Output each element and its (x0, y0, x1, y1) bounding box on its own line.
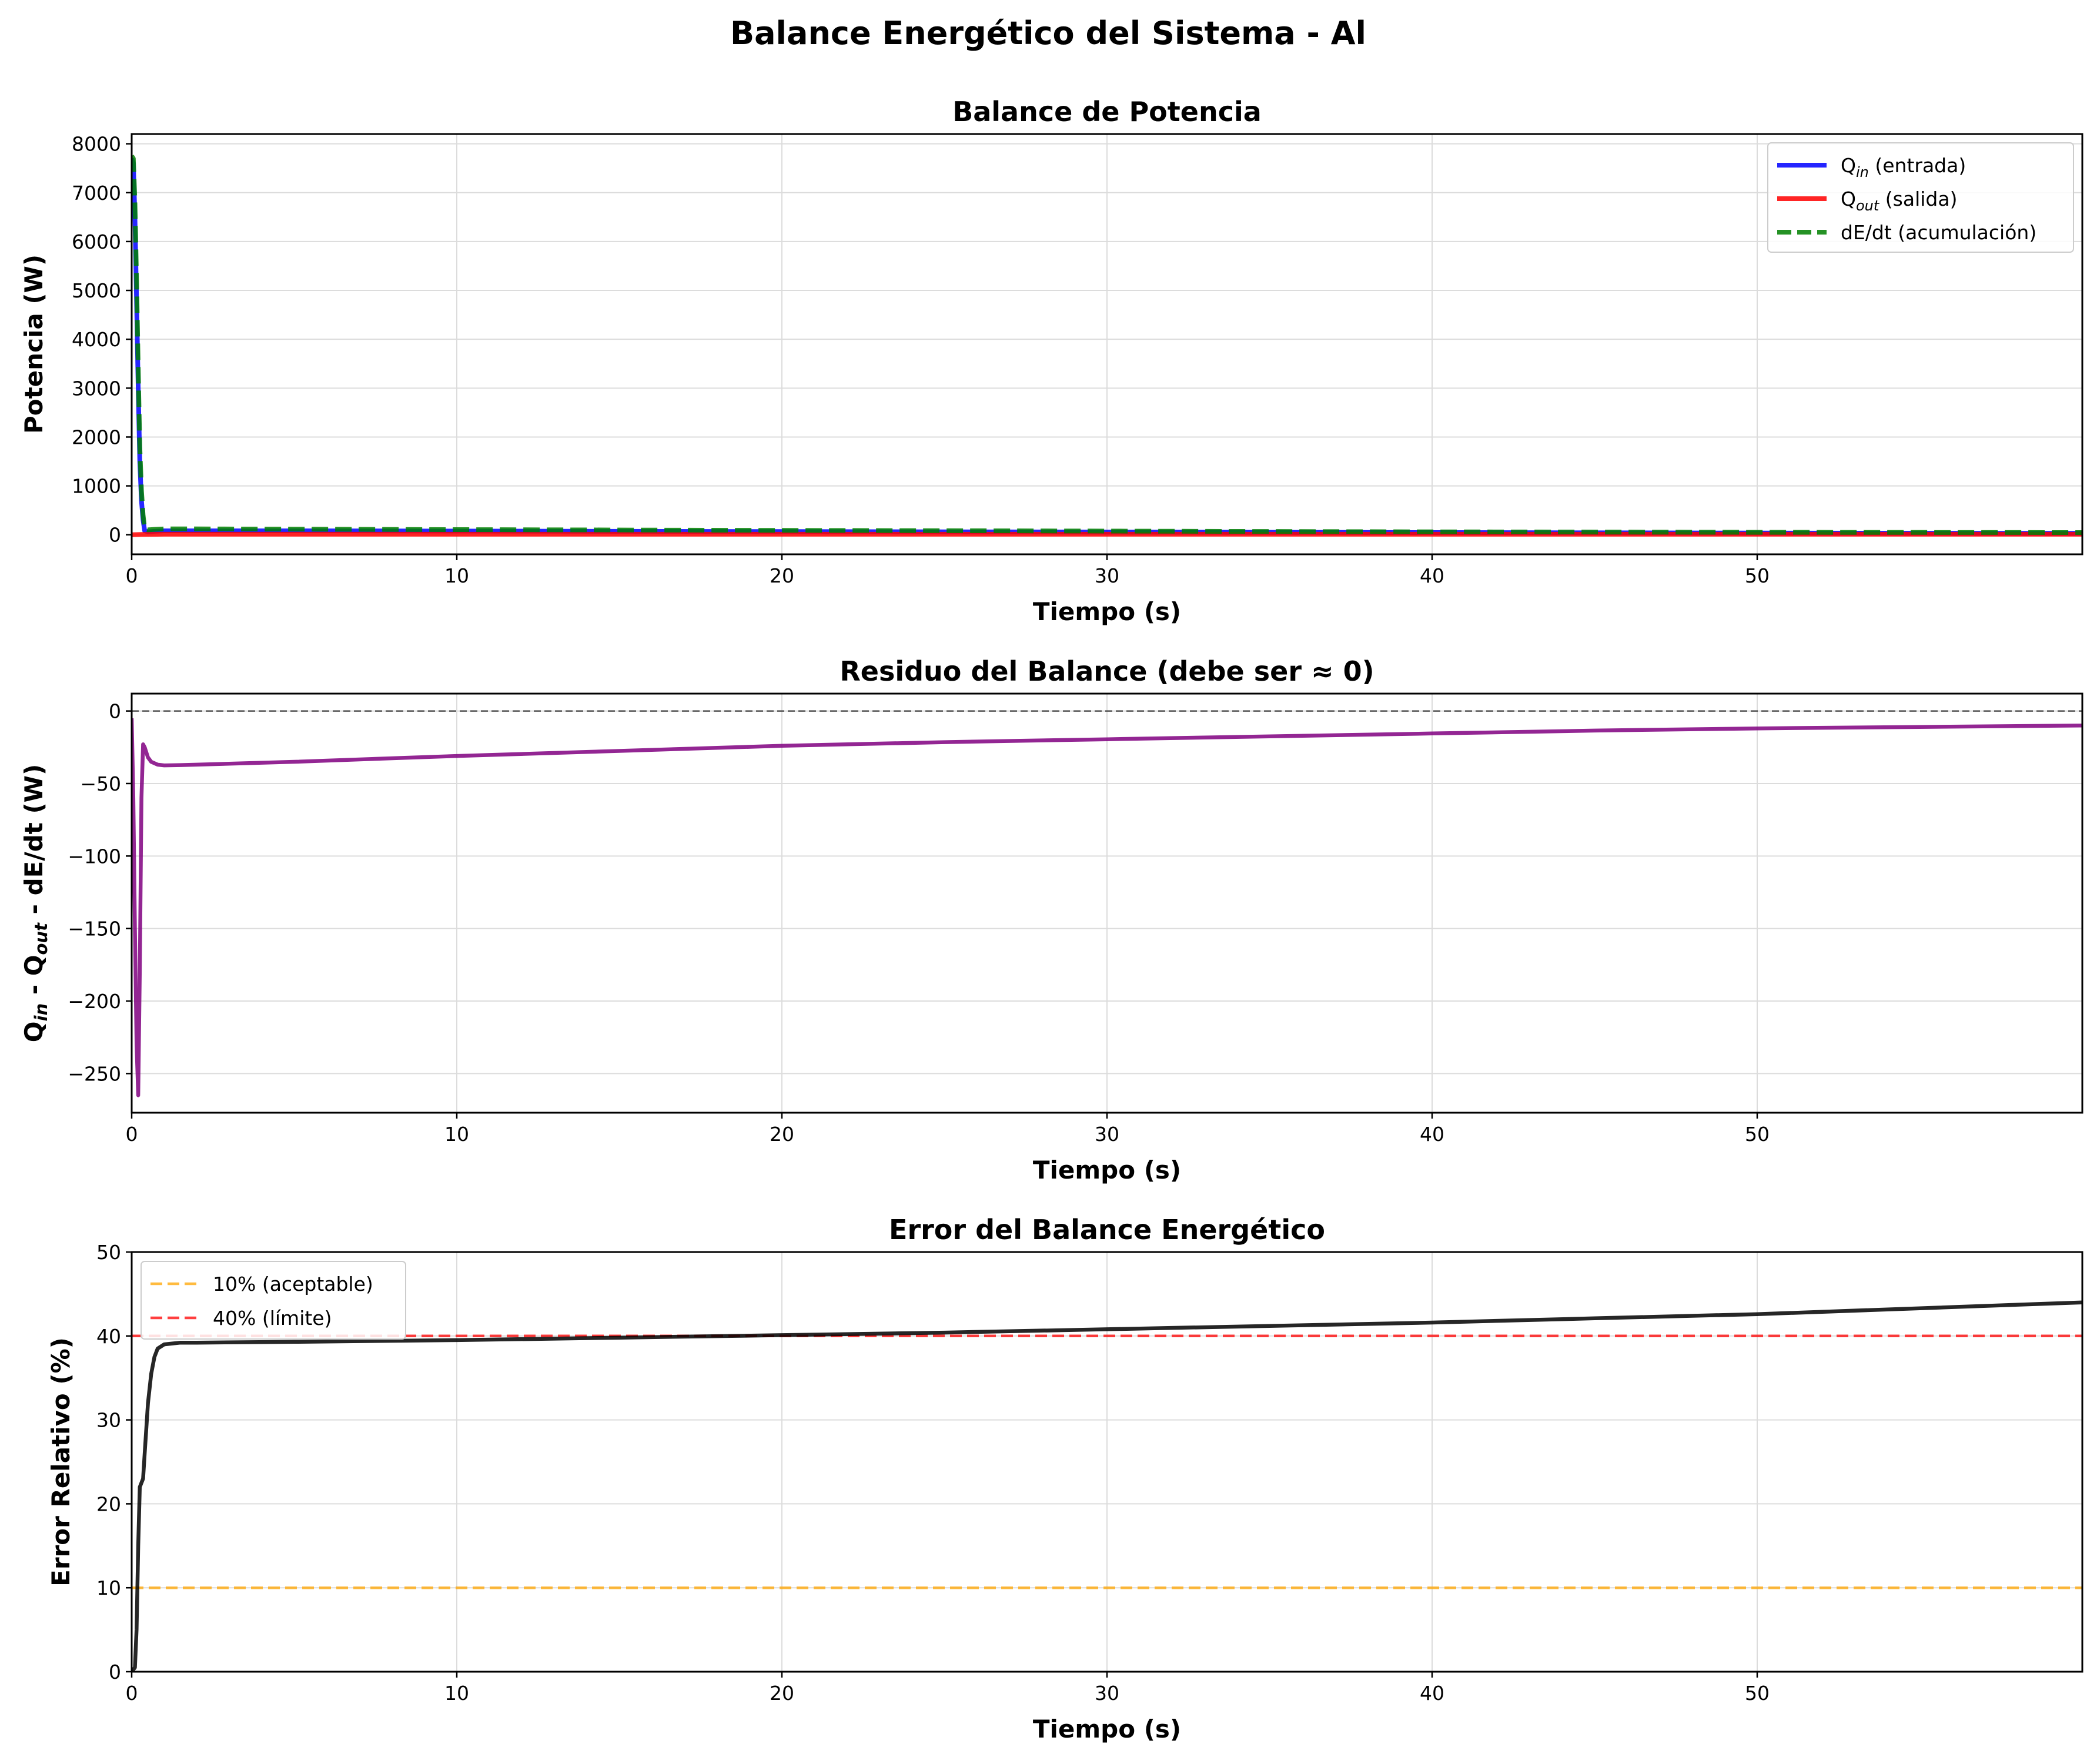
legend-entry: 40% (límite) (213, 1307, 332, 1330)
y-tick-label: 50 (96, 1241, 121, 1264)
panel-error-del-balance: 0 10 20 30 40 50 0 10 20 30 40 50 Error del Balance … (46, 1214, 2083, 1743)
x-tick-label: 10 (444, 1123, 469, 1146)
y-tick-label: −50 (80, 772, 121, 795)
y-tick-label: 3000 (72, 377, 121, 400)
y-tick-label: 20 (96, 1492, 121, 1515)
y-tick-label: 6000 (72, 230, 121, 253)
x-tick-label: 0 (126, 1682, 138, 1705)
x-tick-label: 20 (770, 1123, 794, 1146)
y-tick-label: −250 (68, 1062, 121, 1085)
legend: Qin (entrada) Qout (salida) dE/dt (acumula… (1767, 142, 2074, 253)
x-tick-label: 40 (1420, 1123, 1444, 1146)
y-axis-label: Error Relativo (%) (46, 1337, 75, 1586)
series-line (132, 531, 2082, 537)
x-tick-label: 30 (1095, 1123, 1119, 1146)
plot-area (132, 710, 2082, 1097)
axes-frame (131, 133, 2083, 555)
y-tick-label: 30 (96, 1409, 121, 1432)
panel-title: Error del Balance Energético (889, 1214, 1325, 1246)
series-line (132, 1300, 2082, 1672)
x-tick-label: 50 (1745, 1123, 1770, 1146)
legend-box (141, 1261, 406, 1340)
y-tick-label: −200 (68, 990, 121, 1013)
y-tick-label: 2000 (72, 426, 121, 448)
axes-frame (131, 692, 2083, 1114)
series-line (132, 718, 2082, 1097)
y-tick-label: 0 (109, 1661, 121, 1683)
y-tick-label: 10 (96, 1576, 121, 1599)
x-tick-label: 20 (770, 564, 794, 587)
x-tick-label: 0 (126, 1123, 138, 1146)
panel-title: Residuo del Balance (debe ser ≈ 0) (840, 655, 1374, 687)
y-tick-label: 0 (109, 524, 121, 547)
y-axis-label: Potencia (W) (19, 255, 48, 434)
plot-area (132, 1300, 2082, 1672)
x-tick-label: 10 (444, 1682, 469, 1705)
axes-frame (131, 1251, 2083, 1673)
y-tick-label: 40 (96, 1325, 121, 1348)
figure-suptitle: Balance Energético del Sistema - Al (730, 15, 1366, 52)
y-tick-label: 1000 (72, 475, 121, 498)
y-tick-label: 7000 (72, 182, 121, 205)
x-tick-label: 30 (1095, 1682, 1119, 1705)
x-tick-label: 30 (1095, 564, 1119, 587)
panel-title: Balance de Potencia (952, 96, 1262, 128)
x-axis-label: Tiempo (s) (1033, 1156, 1181, 1184)
x-tick-label: 10 (444, 564, 469, 587)
x-tick-label: 50 (1745, 1682, 1770, 1705)
y-tick-label: −150 (68, 918, 121, 940)
x-tick-label: 20 (770, 1682, 794, 1705)
legend-entry: dE/dt (acumulación) (1841, 221, 2036, 244)
legend-entry: 10% (aceptable) (213, 1273, 373, 1296)
y-tick-label: 5000 (72, 279, 121, 302)
x-axis-label: Tiempo (s) (1033, 597, 1181, 626)
legend: 10% (aceptable) 40% (límite) (141, 1261, 406, 1340)
x-tick-label: 40 (1420, 564, 1444, 587)
x-tick-label: 50 (1745, 564, 1770, 587)
legend-entry: Qin (entrada) (1841, 154, 1966, 180)
y-tick-label: 8000 (72, 133, 121, 156)
panel-residuo-del-balance: 0 10 20 30 40 50 0 −50 −100 −150 −200 −250 Residuo d… (19, 655, 2083, 1184)
y-tick-label: −100 (68, 845, 121, 868)
x-tick-label: 40 (1420, 1682, 1444, 1705)
series-line (132, 155, 2082, 535)
y-axis-label: Qin - Qout - dE/dt (W) (19, 764, 51, 1042)
y-tick-label: 0 (109, 700, 121, 723)
x-axis-label: Tiempo (s) (1033, 1715, 1181, 1743)
y-tick-label: 4000 (72, 328, 121, 351)
plot-area (132, 155, 2082, 537)
legend-entry: Qout (salida) (1841, 188, 1957, 214)
panel-balance-de-potencia: 0 10 20 30 40 50 0 1000 2000 3000 4000 5000 6000 7000… (19, 96, 2083, 626)
x-tick-label: 0 (126, 564, 138, 587)
legend-box (1767, 142, 2074, 253)
